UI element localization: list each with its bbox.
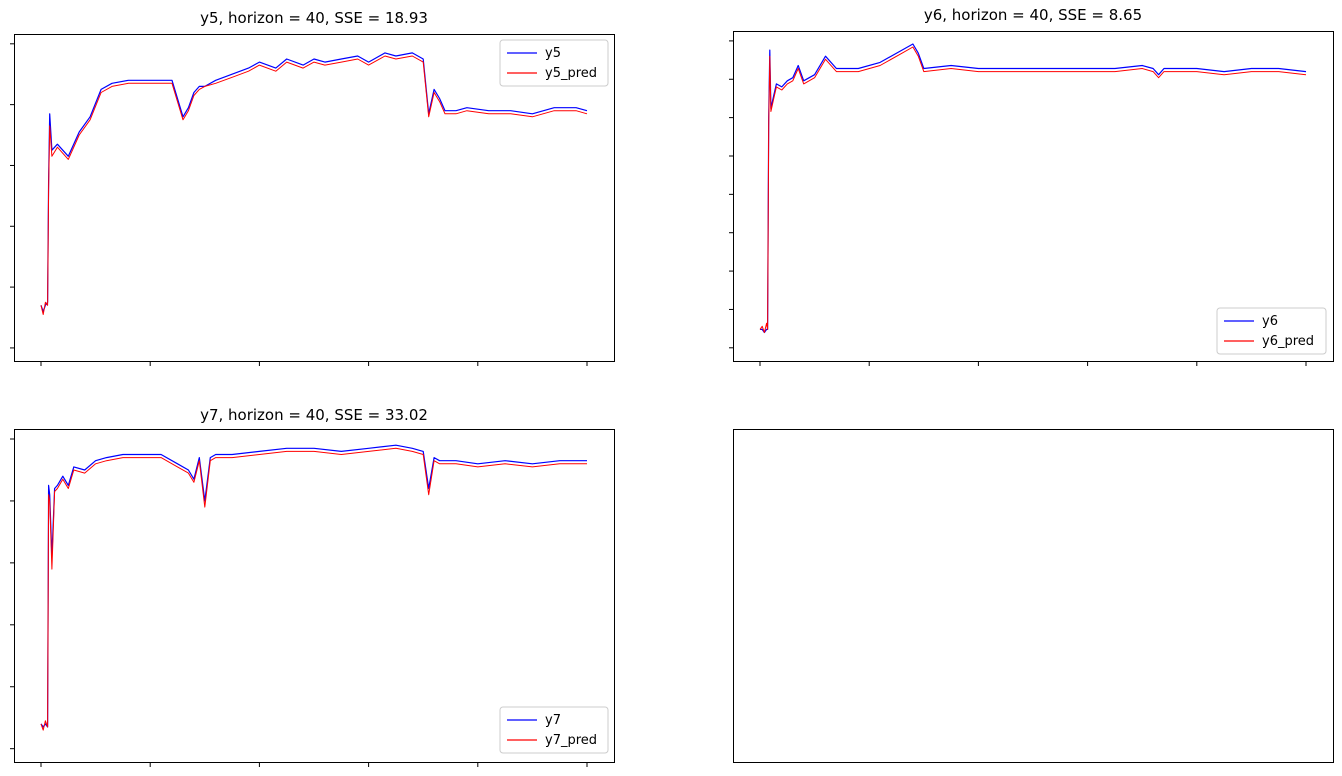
legend-label-y5: y5 xyxy=(545,46,561,61)
series-layer-y7 xyxy=(40,444,587,731)
panel-empty xyxy=(733,429,1334,763)
legend-box-y7 xyxy=(499,706,609,754)
tick-layer-y5 xyxy=(10,43,588,366)
panel-y7: y7, horizon = 40, SSE = 33.02 y7 y7_pred xyxy=(10,406,615,767)
legend-label-y5-pred: y5_pred xyxy=(545,66,597,81)
tick-layer-y7 xyxy=(10,438,588,767)
series-layer-y5 xyxy=(40,52,588,315)
legend-box-y6 xyxy=(1216,307,1327,355)
plot-frame-empty xyxy=(733,429,1334,763)
tick-layer-y6 xyxy=(729,40,1307,366)
legend-label-y6-pred: y6_pred xyxy=(1262,334,1314,349)
legend-y5: y5 y5_pred xyxy=(499,39,609,87)
panel-y6: y6, horizon = 40, SSE = 8.65 y6 y6_pred xyxy=(729,6,1334,366)
plot-frame-y6 xyxy=(733,31,1334,362)
panel-y5: y5, horizon = 40, SSE = 18.93 y5 y5_pred xyxy=(10,9,615,366)
series-layer-y6 xyxy=(759,43,1307,334)
legend-label-y7: y7 xyxy=(545,713,561,728)
panel-title-y5: y5, horizon = 40, SSE = 18.93 xyxy=(200,9,428,27)
series-line-y5-pred xyxy=(40,55,588,315)
panel-title-y7: y7, horizon = 40, SSE = 33.02 xyxy=(200,406,428,424)
legend-y7: y7 y7_pred xyxy=(499,706,609,754)
plot-frame-y7 xyxy=(14,429,615,763)
series-line-y6-pred xyxy=(759,46,1307,333)
legend-label-y6: y6 xyxy=(1262,314,1278,329)
legend-y6: y6 y6_pred xyxy=(1216,307,1327,355)
legend-label-y7-pred: y7_pred xyxy=(545,733,597,748)
panel-title-y6: y6, horizon = 40, SSE = 8.65 xyxy=(924,6,1142,24)
series-line-y7-pred xyxy=(40,447,587,731)
series-line-y5 xyxy=(40,52,588,312)
legend-box-y5 xyxy=(499,39,609,87)
series-line-y7 xyxy=(40,444,587,728)
plot-frame-y5 xyxy=(14,34,615,362)
